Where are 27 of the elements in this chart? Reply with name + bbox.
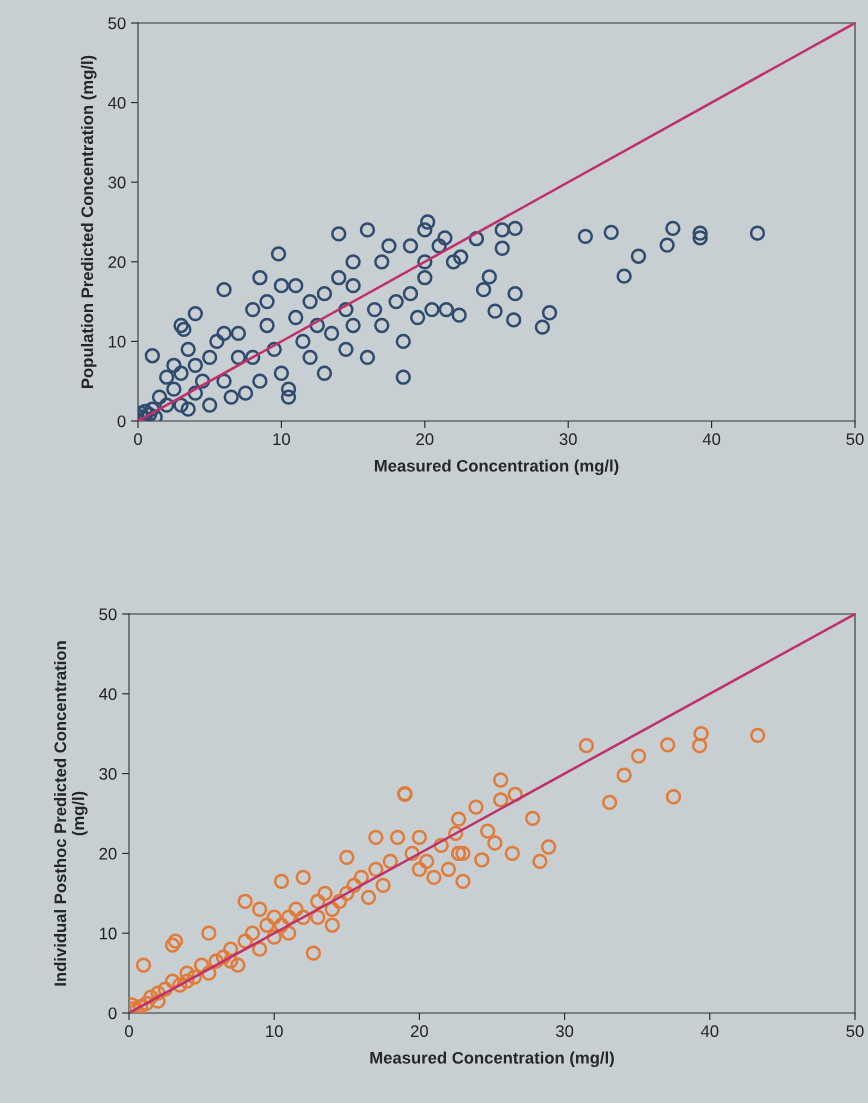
y-tick-label: 20 [99,847,117,860]
y-tick-label: 0 [117,415,126,428]
y-tick-label: 10 [99,927,117,940]
x-tick-label: 10 [273,433,291,446]
y-tick-label: 50 [99,608,117,621]
x-tick-label: 40 [700,1025,719,1038]
y-tick-label: 50 [108,17,126,30]
x-tick-label: 50 [846,433,864,446]
y-tick-label: 20 [108,256,126,268]
x-axis-title: Measured Concentration (mg/l) [374,459,619,476]
x-tick-label: 50 [846,1025,864,1038]
x-tick-label: 40 [702,433,721,446]
x-tick-label: 30 [555,1025,574,1038]
x-axis-title: Measured Concentration (mg/l) [370,1051,614,1068]
x-tick-label: 20 [410,1025,429,1038]
y-tick-label: 0 [108,1007,117,1020]
y-axis-title: Population Predicted Concentration (mg/l) [80,55,97,389]
x-tick-label: 30 [559,433,577,446]
x-tick-label: 10 [266,1025,283,1038]
y-tick-label: 30 [99,768,117,780]
x-tick-label: 20 [416,433,434,446]
y-tick-label: 10 [108,335,126,348]
y-tick-label: 40 [99,688,117,700]
x-tick-label: 0 [134,433,142,446]
y-tick-label: 30 [108,176,126,189]
y-axis-title: Individual Posthoc Predicted Concentration (mg/l) [53,641,88,986]
y-tick-label: 40 [108,97,126,109]
